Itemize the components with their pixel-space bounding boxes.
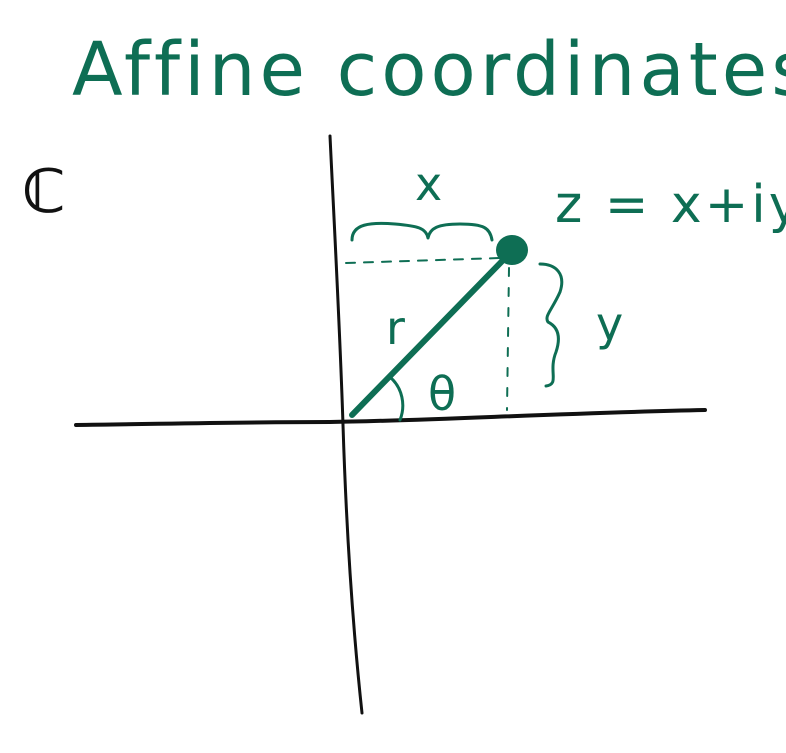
x-projection-dashed-line xyxy=(345,257,501,264)
equation-label: z = x+iy xyxy=(555,175,786,235)
r-label: r xyxy=(386,301,405,355)
complex-set-symbol: ℂ xyxy=(22,157,66,227)
x-brace xyxy=(350,221,494,242)
y-label: y xyxy=(596,297,623,351)
y-brace xyxy=(538,262,564,388)
point-z xyxy=(496,235,528,265)
y-projection-dashed-line xyxy=(506,267,510,411)
radius-line xyxy=(349,250,513,418)
diagram-title: Affine coordinates xyxy=(72,27,786,113)
theta-arc xyxy=(389,376,405,422)
x-label: x xyxy=(415,157,442,211)
real-axis xyxy=(74,408,707,427)
theta-label: θ xyxy=(428,367,456,421)
imaginary-axis xyxy=(328,134,364,715)
